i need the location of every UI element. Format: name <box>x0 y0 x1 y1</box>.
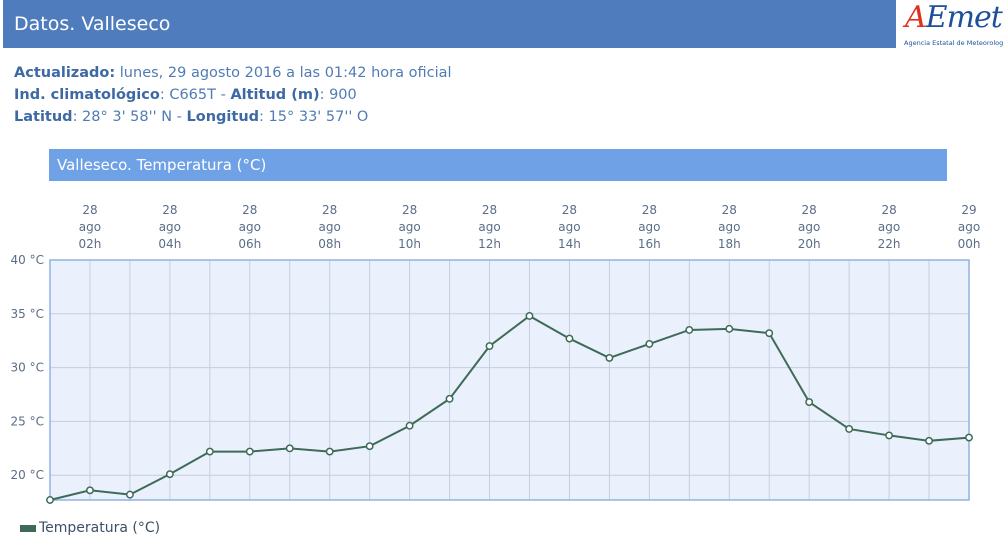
y-tick-label: 20 °C <box>11 468 44 482</box>
logo-wordmark: AEmet <box>905 0 1003 35</box>
data-point <box>525 312 534 320</box>
data-point <box>725 324 734 333</box>
data-point <box>565 334 574 343</box>
legend-label: Temperatura (°C) <box>39 520 161 536</box>
x-tick-label: 28 <box>82 203 97 217</box>
data-point <box>365 442 374 451</box>
data-point <box>205 447 214 456</box>
indicator-value: : C665T - <box>159 87 231 103</box>
y-tick-label: 35 °C <box>11 307 44 321</box>
x-tick-label: 00h <box>958 237 981 251</box>
chart-legend[interactable]: Temperatura (°C) <box>20 520 160 536</box>
x-tick-label: 04h <box>158 237 181 251</box>
x-tick-label: ago <box>398 220 420 234</box>
x-tick-label: 16h <box>638 237 661 251</box>
x-tick-label: 28 <box>162 203 177 217</box>
data-point <box>765 329 774 338</box>
x-tick-label: ago <box>79 220 101 234</box>
aemet-logo: AEmet Agencia Estatal de Meteorología <box>901 0 1003 48</box>
data-point <box>605 353 614 362</box>
data-point <box>245 447 254 456</box>
x-tick-label: ago <box>718 220 740 234</box>
x-tick-label: 28 <box>402 203 417 217</box>
x-tick-label: 28 <box>242 203 257 217</box>
updated-label: Actualizado: <box>14 65 116 81</box>
x-tick-label: ago <box>319 220 341 234</box>
x-tick-label: 02h <box>79 237 102 251</box>
latitude-value: : 28° 3' 58'' N - <box>72 109 187 125</box>
x-tick-label: 28 <box>482 203 497 217</box>
logo-subtitle: Agencia Estatal de Meteorología <box>904 39 1003 47</box>
data-point <box>86 486 94 495</box>
x-tick-label: 14h <box>558 237 581 251</box>
data-point <box>165 470 174 479</box>
data-point <box>285 444 294 453</box>
plot-area <box>50 260 969 500</box>
x-tick-label: 28 <box>322 203 337 217</box>
data-point <box>845 425 854 433</box>
legend-swatch <box>20 524 36 532</box>
data-point <box>805 398 814 407</box>
x-tick-label: ago <box>159 220 181 234</box>
info-coordinates: Latitud: 28° 3' 58'' N - Longitud: 15° 3… <box>14 109 368 125</box>
x-tick-label: 28 <box>642 203 657 217</box>
y-tick-label: 30 °C <box>11 361 44 375</box>
data-point <box>645 339 654 348</box>
info-indicator: Ind. climatológico: C665T - Altitud (m):… <box>14 87 357 103</box>
x-tick-label: ago <box>958 220 980 234</box>
altitude-label: Altitud (m) <box>230 87 320 103</box>
data-point <box>685 326 694 334</box>
altitude-value: : 900 <box>319 87 357 103</box>
data-point <box>125 490 134 499</box>
series-line <box>49 314 970 501</box>
x-tick-label: 28 <box>802 203 817 217</box>
x-tick-label: ago <box>638 220 660 234</box>
data-point <box>325 447 334 456</box>
x-tick-label: ago <box>558 220 580 234</box>
x-tick-label: 28 <box>722 203 737 217</box>
x-tick-label: 29 <box>961 203 976 217</box>
x-tick-label: ago <box>878 220 900 234</box>
data-point <box>405 421 414 430</box>
data-point <box>485 342 494 351</box>
page-header: Datos. Valleseco <box>3 0 896 48</box>
x-tick-label: 28 <box>562 203 577 217</box>
x-tick-label: 20h <box>798 237 821 251</box>
latitude-label: Latitud <box>14 109 73 125</box>
info-updated: Actualizado: lunes, 29 agosto 2016 a las… <box>14 65 452 81</box>
x-tick-label: ago <box>239 220 261 234</box>
longitude-label: Longitud <box>186 109 260 125</box>
x-tick-label: 10h <box>398 237 421 251</box>
x-tick-label: 06h <box>238 237 261 251</box>
updated-value: lunes, 29 agosto 2016 a las 01:42 hora o… <box>115 65 452 81</box>
data-point <box>965 433 973 442</box>
data-point <box>445 394 454 403</box>
indicator-label: Ind. climatológico <box>14 87 160 103</box>
data-point <box>46 496 54 504</box>
temperature-chart: 40 °C 35 °C 30 °C 25 °C 20 °C 28 ago 02h 28 ago 04… <box>11 203 981 504</box>
x-tick-label: ago <box>798 220 820 234</box>
page-title: Datos. Valleseco <box>14 13 171 35</box>
plot-border <box>49 259 970 501</box>
data-point <box>885 431 894 440</box>
x-tick-label: 28 <box>881 203 896 217</box>
chart-title: Valleseco. Temperatura (°C) <box>57 156 267 174</box>
y-tick-label: 25 °C <box>11 414 44 428</box>
x-tick-label: 08h <box>318 237 341 251</box>
longitude-value: : 15° 33' 57'' O <box>259 109 369 125</box>
data-point <box>925 436 933 445</box>
chart-title-bar: Valleseco. Temperatura (°C) <box>49 149 947 181</box>
x-tick-label: 12h <box>478 237 501 251</box>
x-tick-label: ago <box>478 220 500 234</box>
x-tick-label: 22h <box>878 237 901 251</box>
x-tick-label: 18h <box>718 237 741 251</box>
y-tick-label: 40 °C <box>11 253 44 267</box>
